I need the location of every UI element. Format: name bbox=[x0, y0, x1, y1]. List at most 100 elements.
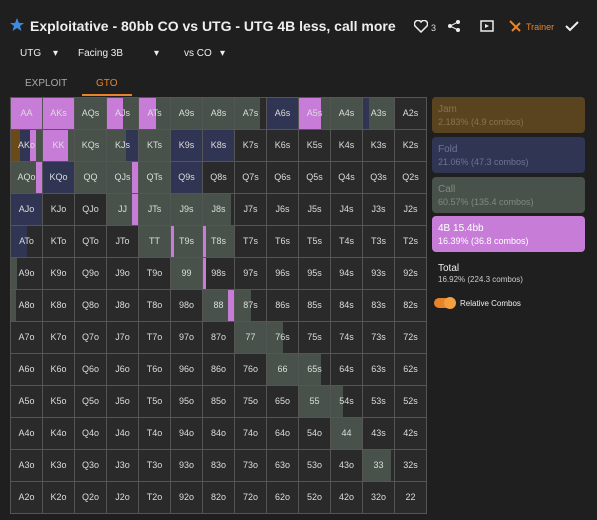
hand-cell[interactable]: T9o bbox=[139, 258, 171, 290]
hand-cell[interactable]: K2o bbox=[43, 482, 75, 514]
hand-cell[interactable]: J2o bbox=[107, 482, 139, 514]
filter[interactable]: Facing 3B bbox=[78, 48, 124, 59]
hand-cell[interactable]: KTs bbox=[139, 130, 171, 162]
hand-cell[interactable]: 96s bbox=[267, 258, 299, 290]
hand-cell[interactable]: 97o bbox=[171, 322, 203, 354]
hand-cell[interactable]: T5s bbox=[299, 226, 331, 258]
hand-cell[interactable]: 86s bbox=[267, 290, 299, 322]
hand-cell[interactable]: KQs bbox=[75, 130, 107, 162]
hand-cell[interactable]: K7s bbox=[235, 130, 267, 162]
hand-cell[interactable]: K8s bbox=[203, 130, 235, 162]
hand-cell[interactable]: 83s bbox=[363, 290, 395, 322]
hand-cell[interactable]: AKo bbox=[11, 130, 43, 162]
hand-cell[interactable]: Q8s bbox=[203, 162, 235, 194]
hand-cell[interactable]: QTs bbox=[139, 162, 171, 194]
hand-cell[interactable]: T2o bbox=[139, 482, 171, 514]
hand-cell[interactable]: 92s bbox=[395, 258, 427, 290]
hand-cell[interactable]: QQ bbox=[75, 162, 107, 194]
check-icon[interactable] bbox=[565, 20, 579, 32]
hand-cell[interactable]: K5o bbox=[43, 386, 75, 418]
hand-cell[interactable]: T8o bbox=[139, 290, 171, 322]
action-fold[interactable]: Fold 21.06% (47.3 combos) bbox=[432, 137, 585, 173]
hand-cell[interactable]: 85s bbox=[299, 290, 331, 322]
hand-cell[interactable]: 52s bbox=[395, 386, 427, 418]
hand-cell[interactable]: 94o bbox=[171, 418, 203, 450]
hand-cell[interactable]: 74s bbox=[331, 322, 363, 354]
hand-cell[interactable]: AQs bbox=[75, 98, 107, 130]
hand-cell[interactable]: A5o bbox=[11, 386, 43, 418]
hand-cell[interactable]: 93o bbox=[171, 450, 203, 482]
hand-cell[interactable]: 66 bbox=[267, 354, 299, 386]
hand-cell[interactable]: JTs bbox=[139, 194, 171, 226]
hand-cell[interactable]: Q7o bbox=[75, 322, 107, 354]
hand-cell[interactable]: AJo bbox=[11, 194, 43, 226]
hand-cell[interactable]: K6o bbox=[43, 354, 75, 386]
hand-cell[interactable]: 75o bbox=[235, 386, 267, 418]
hand-cell[interactable]: K4o bbox=[43, 418, 75, 450]
hand-cell[interactable]: ATs bbox=[139, 98, 171, 130]
hand-cell[interactable]: T4s bbox=[331, 226, 363, 258]
hand-cell[interactable]: AA bbox=[11, 98, 43, 130]
hand-cell[interactable]: 72s bbox=[395, 322, 427, 354]
hand-cell[interactable]: J3o bbox=[107, 450, 139, 482]
hand-cell[interactable]: 93s bbox=[363, 258, 395, 290]
hand-cell[interactable]: 75s bbox=[299, 322, 331, 354]
tab[interactable]: GTO bbox=[96, 78, 118, 89]
hand-cell[interactable]: K2s bbox=[395, 130, 427, 162]
hand-cell[interactable]: 72o bbox=[235, 482, 267, 514]
hand-cell[interactable]: 85o bbox=[203, 386, 235, 418]
hand-cell[interactable]: 98o bbox=[171, 290, 203, 322]
hand-cell[interactable]: 97s bbox=[235, 258, 267, 290]
hand-cell[interactable]: 65o bbox=[267, 386, 299, 418]
hand-cell[interactable]: 42o bbox=[331, 482, 363, 514]
hand-cell[interactable]: 76s bbox=[267, 322, 299, 354]
action-4b[interactable]: 4B 15.4bb 16.39% (36.8 combos) bbox=[432, 216, 585, 252]
hand-cell[interactable]: K3o bbox=[43, 450, 75, 482]
hand-cell[interactable]: 54s bbox=[331, 386, 363, 418]
hand-cell[interactable]: J5o bbox=[107, 386, 139, 418]
like-icon[interactable] bbox=[414, 20, 428, 33]
hand-cell[interactable]: 87s bbox=[235, 290, 267, 322]
hand-cell[interactable]: 32s bbox=[395, 450, 427, 482]
hand-cell[interactable]: 64o bbox=[267, 418, 299, 450]
hand-cell[interactable]: 63o bbox=[267, 450, 299, 482]
hand-cell[interactable]: 55 bbox=[299, 386, 331, 418]
star-icon[interactable] bbox=[10, 18, 24, 32]
hand-cell[interactable]: KJs bbox=[107, 130, 139, 162]
hand-cell[interactable]: A5s bbox=[299, 98, 331, 130]
hand-cell[interactable]: T6o bbox=[139, 354, 171, 386]
hand-cell[interactable]: A7s bbox=[235, 98, 267, 130]
hand-cell[interactable]: K4s bbox=[331, 130, 363, 162]
hand-cell[interactable]: 96o bbox=[171, 354, 203, 386]
hand-cell[interactable]: QJo bbox=[75, 194, 107, 226]
hand-cell[interactable]: T4o bbox=[139, 418, 171, 450]
hand-cell[interactable]: T2s bbox=[395, 226, 427, 258]
hand-cell[interactable]: 86o bbox=[203, 354, 235, 386]
hand-cell[interactable]: 52o bbox=[299, 482, 331, 514]
hand-cell[interactable]: Q3o bbox=[75, 450, 107, 482]
hand-cell[interactable]: K3s bbox=[363, 130, 395, 162]
hand-cell[interactable]: 33 bbox=[363, 450, 395, 482]
filter[interactable]: vs CO bbox=[184, 48, 212, 59]
hand-cell[interactable]: 42s bbox=[395, 418, 427, 450]
hand-cell[interactable]: 44 bbox=[331, 418, 363, 450]
hand-cell[interactable]: 43o bbox=[331, 450, 363, 482]
hand-cell[interactable]: 74o bbox=[235, 418, 267, 450]
hand-cell[interactable]: A9o bbox=[11, 258, 43, 290]
hand-cell[interactable]: Q3s bbox=[363, 162, 395, 194]
hand-cell[interactable]: K6s bbox=[267, 130, 299, 162]
hand-cell[interactable]: KQo bbox=[43, 162, 75, 194]
hand-cell[interactable]: 82s bbox=[395, 290, 427, 322]
hand-cell[interactable]: 43s bbox=[363, 418, 395, 450]
hand-cell[interactable]: A4s bbox=[331, 98, 363, 130]
hand-cell[interactable]: 82o bbox=[203, 482, 235, 514]
hand-cell[interactable]: K8o bbox=[43, 290, 75, 322]
hand-cell[interactable]: KTo bbox=[43, 226, 75, 258]
hand-cell[interactable]: 62o bbox=[267, 482, 299, 514]
hand-cell[interactable]: AKs bbox=[43, 98, 75, 130]
hand-cell[interactable]: 22 bbox=[395, 482, 427, 514]
hand-cell[interactable]: 83o bbox=[203, 450, 235, 482]
hand-cell[interactable]: A4o bbox=[11, 418, 43, 450]
hand-cell[interactable]: A2s bbox=[395, 98, 427, 130]
hand-cell[interactable]: J6s bbox=[267, 194, 299, 226]
